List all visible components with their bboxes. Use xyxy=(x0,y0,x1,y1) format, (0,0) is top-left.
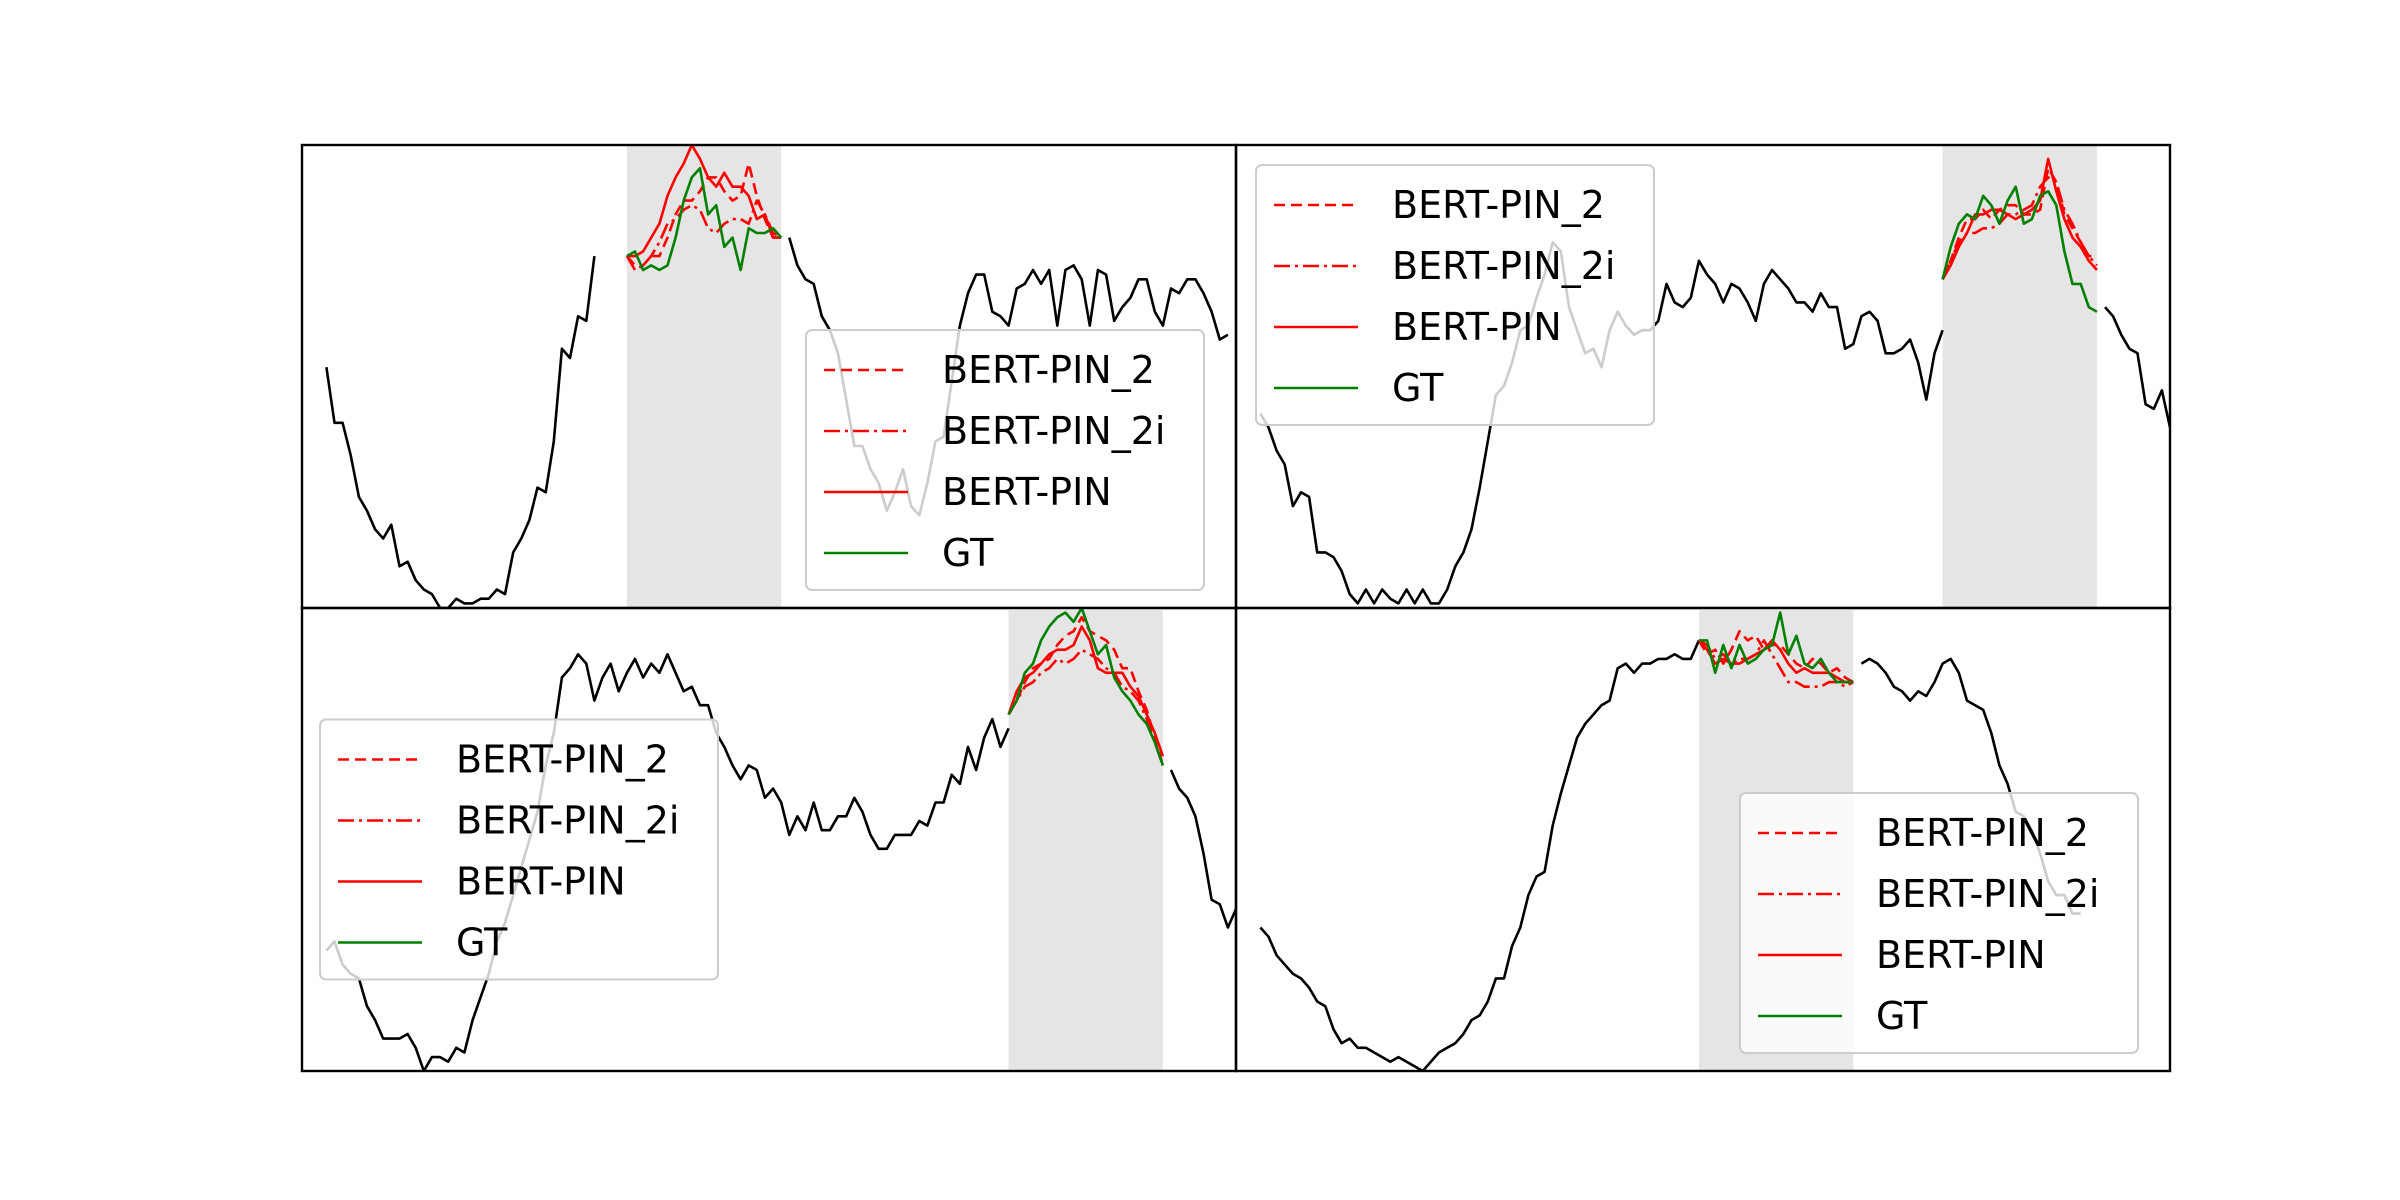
series-line-gt xyxy=(1007,608,1165,766)
legend-box xyxy=(1255,164,1655,426)
series-line-bert-pin-2i xyxy=(1698,639,1854,688)
legend-label-bert-pin: BERT-PIN xyxy=(1876,933,2046,977)
legend-label-bert-pin: BERT-PIN xyxy=(942,470,1112,514)
axes-frame xyxy=(1234,606,2172,1073)
series-line-bert-pin xyxy=(1007,625,1165,757)
series-line-gt xyxy=(1698,611,1854,684)
series-line-bert-pin-2i xyxy=(1007,648,1165,766)
legend: BERT-PIN_2 BERT-PIN_2i BERT-PIN GT xyxy=(805,329,1205,591)
legend-label-gt: GT xyxy=(1392,366,1444,410)
subplot-3: BERT-PIN_2 BERT-PIN_2i BERT-PIN GT xyxy=(300,606,1238,1073)
legend-label-gt: GT xyxy=(942,531,994,575)
subplot-2: BERT-PIN_2 BERT-PIN_2i BERT-PIN GT xyxy=(1234,143,2172,610)
legend-box xyxy=(1739,792,2139,1054)
masked-region xyxy=(1008,608,1163,1071)
series-line-bert-pin xyxy=(626,145,782,258)
legend: BERT-PIN_2 BERT-PIN_2i BERT-PIN GT xyxy=(319,718,719,981)
series-line-bert-pin xyxy=(1941,157,2098,280)
series-line-gt xyxy=(1941,185,2098,313)
legend-label-bert-pin-2: BERT-PIN_2 xyxy=(456,738,669,782)
legend-label-gt: GT xyxy=(456,921,508,965)
subplot-1: BERT-PIN_2 BERT-PIN_2i BERT-PIN GT xyxy=(300,143,1238,610)
legend-box xyxy=(805,329,1205,591)
legend: BERT-PIN_2 BERT-PIN_2i BERT-PIN GT xyxy=(1255,164,1655,426)
subplot-4: BERT-PIN_2 BERT-PIN_2i BERT-PIN GT xyxy=(1234,606,2172,1073)
legend-label-bert-pin-2i: BERT-PIN_2i xyxy=(1876,872,2099,916)
legend-label-bert-pin-2i: BERT-PIN_2i xyxy=(456,799,679,843)
legend-label-bert-pin-2: BERT-PIN_2 xyxy=(1392,183,1605,227)
legend-label-bert-pin-2i: BERT-PIN_2i xyxy=(1392,244,1615,288)
masked-region xyxy=(626,145,782,608)
legend-label-bert-pin-2i: BERT-PIN_2i xyxy=(942,409,1165,453)
legend-box xyxy=(319,718,719,981)
series-line-bert-pin-2i xyxy=(625,199,782,272)
series-line-bert-pin-2i xyxy=(1941,176,2098,280)
legend-label-bert-pin: BERT-PIN xyxy=(1392,305,1562,349)
series-line-gt xyxy=(626,166,783,272)
legend-label-bert-pin-2: BERT-PIN_2 xyxy=(1876,811,2089,855)
legend-label-gt: GT xyxy=(1876,994,1928,1038)
series-line-bert-pin-2 xyxy=(1007,616,1165,766)
legend-label-bert-pin: BERT-PIN xyxy=(456,860,626,904)
context-line xyxy=(325,653,1236,1071)
series-line-bert-pin-2 xyxy=(1941,166,2097,280)
legend: BERT-PIN_2 BERT-PIN_2i BERT-PIN GT xyxy=(1739,792,2139,1054)
legend-label-bert-pin-2: BERT-PIN_2 xyxy=(942,348,1155,392)
